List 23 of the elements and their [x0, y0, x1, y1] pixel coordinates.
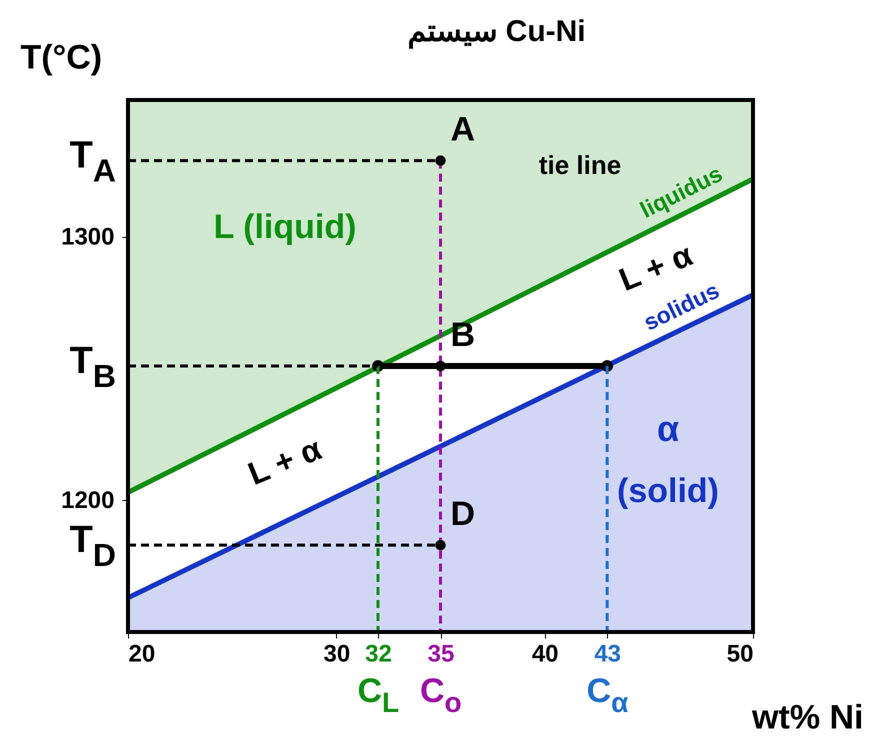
annotation: T$_{A}$: [70, 134, 116, 189]
annotation: D: [450, 495, 476, 534]
annotation: T$_{B}$: [70, 340, 116, 394]
annotation: A: [450, 110, 476, 149]
annotation: tie line: [538, 150, 622, 180]
annotation: B: [450, 316, 476, 354]
y-tick-label: 1200: [61, 486, 114, 514]
x-tick-label: 40: [532, 640, 559, 668]
chart-title: سیستم Cu-Ni: [407, 15, 586, 49]
annotation: L (liquid): [214, 208, 356, 246]
annotation: L + α: [243, 430, 326, 492]
annotation: T$_{D}$: [70, 519, 116, 574]
annotation: α: [656, 408, 680, 449]
y-tick-label: 1300: [61, 223, 114, 250]
x-axis-title: wt% Ni: [751, 698, 864, 736]
x-tick-label: 50: [726, 640, 754, 668]
x-tick-label: 20: [128, 640, 156, 668]
x-tick-label: 30: [323, 640, 350, 668]
x-tick-label: 35: [428, 640, 454, 668]
x-tick-label: 43: [594, 640, 622, 668]
annotation: (solid): [617, 472, 719, 510]
y-axis-title: T(°C): [20, 38, 102, 76]
x-tick-label: 32: [365, 640, 392, 668]
